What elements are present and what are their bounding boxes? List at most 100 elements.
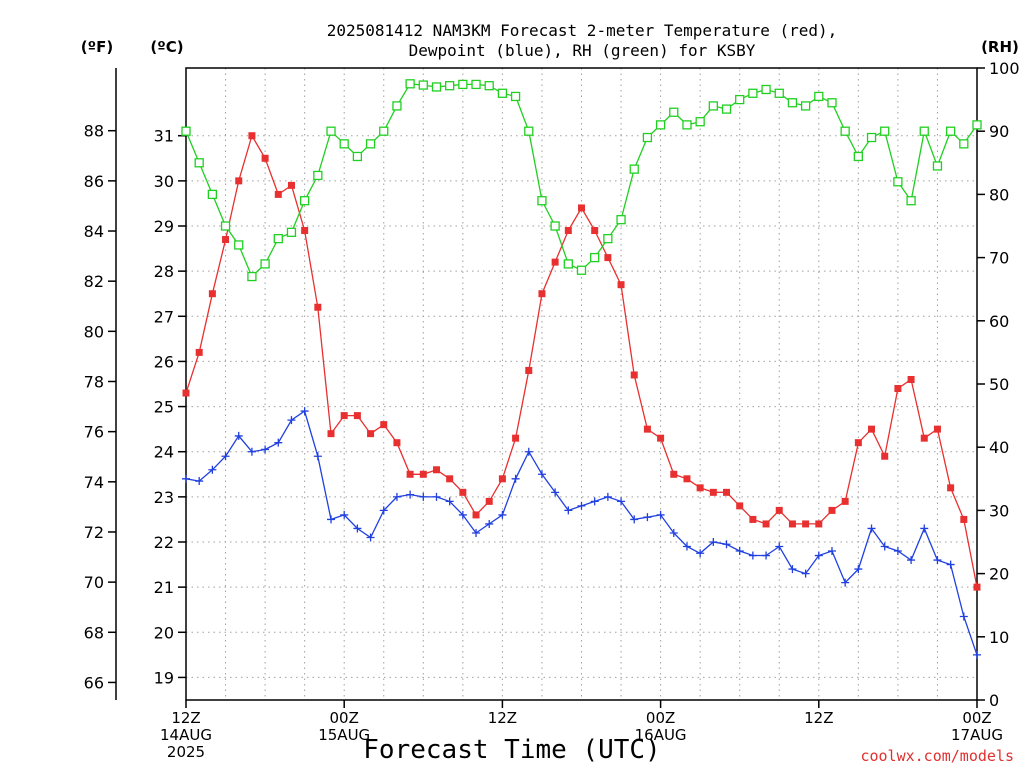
temperature-point: [367, 430, 375, 438]
dewpoint-point: [313, 452, 322, 461]
rh-tick-label: 10: [989, 628, 1009, 647]
rh-point: [379, 126, 389, 136]
dewpoint-point: [458, 510, 467, 519]
rh-point: [800, 101, 811, 111]
rh-point: [629, 164, 639, 174]
rh-point: [484, 81, 494, 91]
x-tick-label: 00Z: [646, 709, 675, 727]
temperature-point: [248, 132, 256, 140]
rh-point: [906, 196, 916, 206]
rh-point: [866, 132, 877, 143]
rh-tick-label: 90: [989, 122, 1009, 141]
temperature-point: [274, 190, 282, 198]
rh-point: [299, 196, 310, 206]
x-tick-label: 14AUG: [160, 726, 212, 744]
rh-point: [669, 107, 679, 117]
rh-tick-label: 40: [989, 438, 1009, 457]
dewpoint-point: [524, 447, 533, 456]
temperature-point: [630, 371, 638, 379]
celsius-tick-label: 20: [154, 623, 174, 642]
temperature-point: [907, 375, 915, 383]
rh-point: [194, 158, 204, 168]
x-tick-label: 12Z: [804, 709, 833, 727]
dewpoint-point: [392, 492, 401, 501]
rh-point: [405, 79, 415, 89]
temperature-point: [828, 506, 836, 514]
temperature-point: [894, 385, 902, 393]
temperature-point: [683, 475, 691, 483]
x-tick-label: 16AUG: [635, 726, 687, 744]
rh-tick-label: 60: [989, 312, 1009, 331]
dewpoint-point: [485, 519, 494, 528]
fahrenheit-tick-label: 66: [84, 673, 104, 692]
unit-label-fahrenheit: (ºF): [81, 38, 113, 56]
temperature-point: [551, 258, 559, 266]
dewpoint-point: [814, 551, 823, 560]
rh-point: [563, 259, 573, 269]
temperature-point: [235, 177, 243, 185]
dewpoint-point: [195, 477, 204, 486]
rh-point: [286, 227, 297, 237]
chart-title-line2: Dewpoint (blue), RH (green) for KSBY: [409, 41, 756, 60]
temperature-point: [736, 502, 744, 510]
fahrenheit-tick-label: 76: [84, 423, 104, 442]
rh-point: [682, 120, 692, 130]
rh-point: [247, 271, 257, 282]
temperature-point: [393, 439, 401, 447]
temperature-point: [920, 434, 928, 442]
dewpoint-point: [907, 556, 916, 565]
rh-point: [234, 240, 244, 250]
temperature-point: [802, 520, 810, 528]
celsius-tick-label: 24: [154, 443, 174, 462]
dewpoint-point: [221, 452, 230, 461]
rh-point: [735, 94, 745, 105]
temperature-point: [525, 366, 533, 374]
rh-point: [365, 139, 376, 149]
temperature-point: [696, 484, 704, 492]
temperature-point: [538, 290, 546, 298]
dewpoint-point: [498, 510, 507, 519]
dewpoint-point: [893, 547, 902, 556]
dewpoint-point: [327, 515, 336, 524]
temperature-point: [327, 430, 335, 438]
temperature-point: [222, 236, 230, 244]
dewpoint-point: [920, 524, 929, 533]
temperature-point: [208, 290, 216, 298]
axes: [108, 67, 985, 708]
fahrenheit-tick-label: 70: [84, 573, 104, 592]
rh-point: [550, 221, 560, 231]
rh-point: [695, 117, 705, 127]
rh-point: [352, 151, 363, 162]
temperature-point: [432, 466, 440, 474]
rh-point: [774, 88, 784, 98]
rh-point: [576, 265, 587, 275]
dewpoint-point: [867, 524, 876, 533]
temperature-point: [815, 520, 823, 528]
dewpoint-point: [537, 470, 546, 479]
rh-point: [853, 151, 863, 162]
rh-point: [761, 84, 771, 95]
rh-point: [181, 126, 191, 136]
temperature-point: [459, 488, 467, 496]
celsius-tick-label: 19: [154, 668, 174, 687]
dewpoint-point: [656, 510, 665, 519]
x-axis-label: Forecast Time (UTC): [363, 735, 660, 765]
celsius-tick-label: 23: [154, 488, 174, 507]
dewpoint-point: [247, 447, 256, 456]
rh-tick-label: 50: [989, 375, 1009, 394]
rh-point: [524, 126, 534, 136]
temperature-point: [564, 227, 572, 235]
rh-tick-label: 80: [989, 185, 1009, 204]
fahrenheit-tick-label: 86: [84, 172, 104, 191]
temperature-point: [749, 515, 757, 523]
temperature-point: [182, 389, 190, 397]
celsius-tick-label: 27: [154, 307, 174, 326]
temperature-point: [578, 204, 585, 212]
temperature-point: [643, 425, 651, 433]
x-tick-label: 12Z: [488, 709, 517, 727]
celsius-tick-label: 22: [154, 533, 174, 552]
rh-point: [207, 189, 218, 200]
dewpoint-point: [775, 542, 784, 551]
dewpoint-point: [854, 565, 863, 574]
